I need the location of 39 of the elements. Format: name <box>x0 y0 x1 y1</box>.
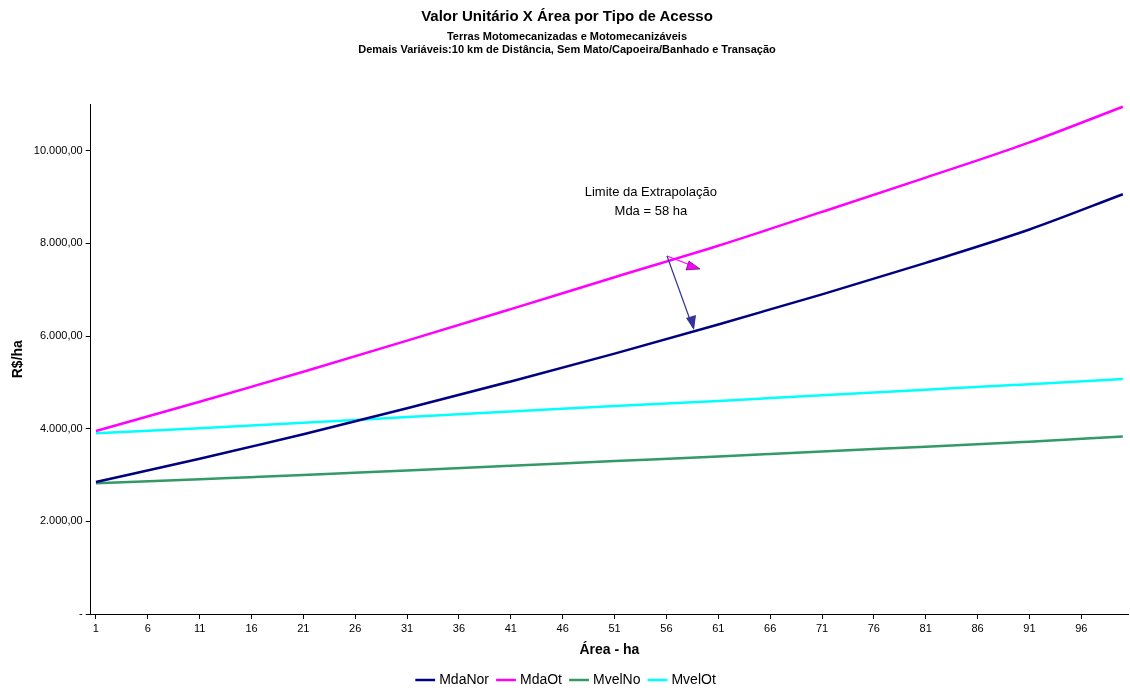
x-tick-label: 71 <box>815 621 829 634</box>
line-series <box>94 377 1125 435</box>
x-tick-label: 51 <box>608 621 621 634</box>
y-tick-label: 4.000,00 <box>39 421 83 434</box>
y-tick-label: 10.000,00 <box>33 143 83 156</box>
chart-title: Valor Unitário X Área por Tipo de Acesso <box>421 7 713 25</box>
annotation: Limite da Extrapolação Mda = 58 ha <box>584 184 717 218</box>
x-tick-label: 76 <box>867 621 880 634</box>
x-tick-label: 21 <box>297 621 310 634</box>
legend-label: MvelOt <box>671 670 716 687</box>
legend-label: MvelNo <box>593 670 641 687</box>
x-tick-label: 56 <box>660 621 673 634</box>
text: Demais Variáveis:10 km de Distância, Sem Mato/Capoeira/Banhado e Transação <box>358 42 777 55</box>
legend-label: MdaOt <box>519 670 563 687</box>
line-series <box>94 105 1125 433</box>
y-tick-label: 8.000,00 <box>39 236 83 249</box>
x-tick-label: 11 <box>193 621 206 634</box>
x-tick-label: 41 <box>504 621 517 634</box>
x-tick-label: 26 <box>349 621 362 634</box>
y-axis-title: R$/ha <box>9 339 26 379</box>
x-tick-label: 96 <box>1075 621 1088 634</box>
x-axis-title: Área - ha <box>579 641 640 658</box>
x-tick-label: 61 <box>712 621 725 634</box>
x-tick-label: 86 <box>971 621 984 634</box>
legend-label: MdaNor <box>439 670 490 687</box>
y-tick-label: 2.000,00 <box>39 514 83 527</box>
chart-subtitle: Terras Motomecanizadas e Motomecanizáveis <box>446 29 688 42</box>
x-tick-label: 36 <box>452 621 466 634</box>
x-tick-label: 6 <box>144 621 151 634</box>
x-tick-label: 31 <box>400 621 414 634</box>
x-tick-label: 46 <box>556 621 569 634</box>
x-tick-label: 16 <box>245 621 258 634</box>
x-tick-label: 66 <box>764 621 777 634</box>
x-tick-label: 1 <box>92 621 99 634</box>
x-tick-label: 81 <box>919 621 932 634</box>
x-tick-label: 91 <box>1023 621 1036 634</box>
line-series <box>94 435 1125 485</box>
y-tick-label: 6.000,00 <box>39 329 83 342</box>
y-tick-label: - <box>79 607 84 620</box>
